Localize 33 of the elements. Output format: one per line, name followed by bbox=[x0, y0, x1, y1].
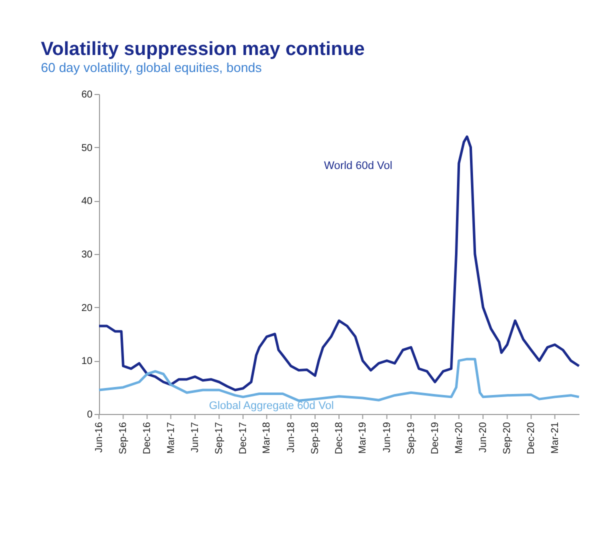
x-tick-label: Jun-19 bbox=[382, 422, 393, 453]
y-tick-label: 50 bbox=[81, 142, 93, 154]
x-tick-label: Mar-21 bbox=[550, 422, 561, 454]
series-label: Global Aggregate 60d Vol bbox=[209, 400, 334, 412]
x-tick-label: Sep-17 bbox=[214, 422, 226, 454]
chart-title: Volatility suppression may continue bbox=[40, 39, 365, 60]
y-tick-label: 60 bbox=[81, 90, 93, 100]
x-tick-label: Sep-16 bbox=[118, 422, 130, 454]
y-tick-label: 0 bbox=[86, 410, 93, 420]
chart-subtitle: 60 day volatility, global equities, bonds bbox=[40, 60, 262, 75]
x-tick-label: Dec-20 bbox=[526, 422, 538, 454]
line-series bbox=[98, 358, 580, 402]
y-tick-label: 20 bbox=[81, 302, 93, 314]
x-tick-label: Mar-20 bbox=[454, 422, 465, 454]
x-tick-label: Dec-17 bbox=[238, 422, 250, 454]
x-tick-label: Mar-17 bbox=[166, 422, 177, 454]
x-tick-label: Jun-18 bbox=[286, 422, 297, 453]
x-tick-label: Dec-18 bbox=[334, 422, 345, 454]
x-tick-label: Sep-19 bbox=[406, 422, 418, 454]
x-tick-label: Dec-16 bbox=[142, 422, 154, 454]
text: World 60d Vol bbox=[324, 160, 392, 172]
y-tick-label: 10 bbox=[81, 356, 93, 368]
x-tick-label: Sep-18 bbox=[310, 422, 322, 454]
y-tick-label: 40 bbox=[81, 196, 93, 208]
line-series bbox=[98, 135, 580, 392]
x-tick-label: Sep-20 bbox=[502, 422, 514, 454]
x-tick-label: Mar-19 bbox=[358, 422, 369, 454]
x-tick-label: Mar-18 bbox=[262, 422, 273, 454]
x-tick-label: Jun-20 bbox=[478, 422, 490, 453]
y-tick-label: 30 bbox=[81, 250, 93, 260]
x-tick-label: Dec-19 bbox=[430, 422, 441, 454]
x-tick-label: Jun-17 bbox=[190, 422, 201, 453]
x-tick-label: Jun-16 bbox=[94, 422, 105, 453]
